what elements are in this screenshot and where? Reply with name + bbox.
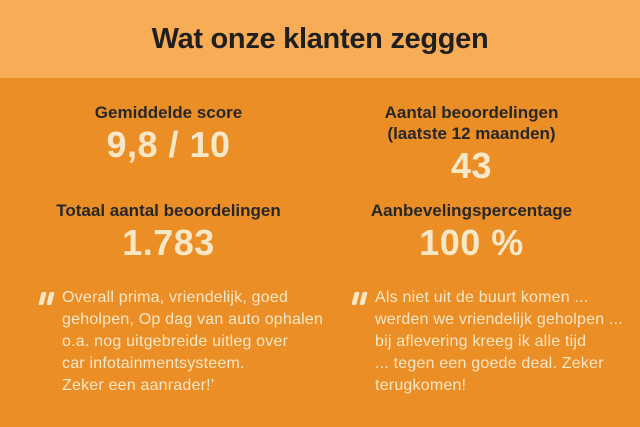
- stat-value-reviews-12-months: 43: [450, 145, 493, 186]
- stat-total-reviews: Totaal aantal beoordelingen 1.783: [26, 200, 311, 265]
- customer-quote-right: Als niet uit de buurt komen ... werden w…: [351, 287, 623, 397]
- quotes-section: Overall prima, vriendelijk, goed geholpe…: [0, 287, 640, 397]
- double-quote-icon: [351, 292, 368, 305]
- stat-average-score: Gemiddelde score 9,8 / 10: [26, 102, 311, 188]
- stat-value-total-reviews: 1.783: [122, 222, 215, 263]
- stat-label-average-score: Gemiddelde score: [94, 103, 243, 122]
- stat-recommendation-percentage: Aanbevelingspercentage 100 %: [329, 200, 614, 265]
- stat-reviews-12-months: Aantal beoordelingen (laatste 12 maanden…: [329, 102, 614, 188]
- stat-label-total-reviews: Totaal aantal beoordelingen: [56, 201, 281, 220]
- stats-grid: Gemiddelde score 9,8 / 10 Aantal beoorde…: [0, 78, 640, 265]
- double-quote-icon: [38, 292, 55, 305]
- quote-text-left: Overall prima, vriendelijk, goed geholpe…: [62, 289, 324, 394]
- header-band: Wat onze klanten zeggen: [0, 0, 640, 78]
- page-title: Wat onze klanten zeggen: [151, 22, 489, 55]
- customer-quote-left: Overall prima, vriendelijk, goed geholpe…: [38, 287, 324, 397]
- stat-value-average-score: 9,8 / 10: [106, 124, 231, 165]
- stat-value-recommendation-percentage: 100 %: [419, 222, 524, 263]
- quote-text-right: Als niet uit de buurt komen ... werden w…: [375, 289, 623, 394]
- stat-label-recommendation-percentage: Aanbevelingspercentage: [370, 201, 573, 220]
- stat-label-reviews-12-months: Aantal beoordelingen (laatste 12 maanden…: [384, 103, 559, 143]
